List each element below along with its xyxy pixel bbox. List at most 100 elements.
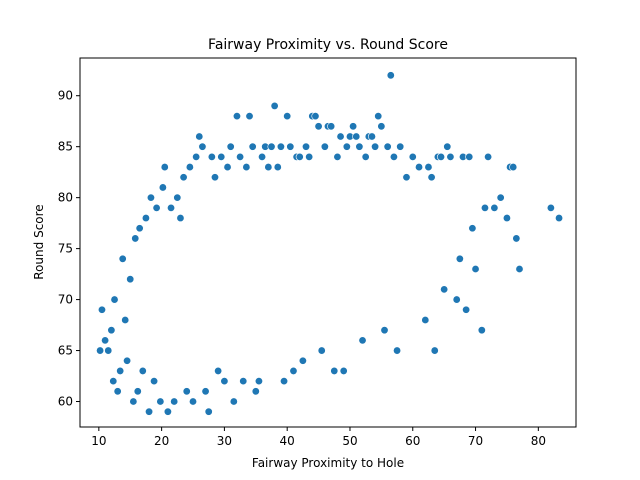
scatter-point — [283, 112, 292, 121]
scatter-point — [210, 173, 219, 182]
scatter-point — [214, 366, 223, 375]
scatter-point — [484, 152, 493, 161]
scatter-point — [170, 397, 179, 406]
scatter-point — [465, 152, 474, 161]
scatter-point — [477, 326, 486, 335]
scatter-point — [295, 152, 304, 161]
scatter-point — [152, 203, 161, 212]
scatter-point — [367, 132, 376, 141]
scatter-point — [138, 366, 147, 375]
scatter-point — [236, 152, 245, 161]
y-axis-ticks: 60 65 70 75 80 85 90 — [58, 89, 80, 409]
scatter-point — [121, 315, 130, 324]
scatter-point — [437, 152, 446, 161]
scatter-point — [198, 142, 207, 151]
scatter-point — [185, 163, 194, 172]
scatter-point — [377, 122, 386, 131]
scatter-point — [430, 346, 439, 355]
scatter-point — [393, 346, 402, 355]
scatter-point — [220, 377, 229, 386]
x-tick-label: 40 — [280, 434, 295, 448]
scatter-point — [396, 142, 405, 151]
scatter-point — [402, 173, 411, 182]
scatter-point — [298, 356, 307, 365]
scatter-point — [245, 112, 254, 121]
scatter-point — [421, 315, 430, 324]
point-layer — [96, 71, 564, 416]
x-axis-label: Fairway Proximity to Hole — [252, 456, 404, 470]
scatter-point — [254, 377, 263, 386]
scatter-point — [342, 142, 351, 151]
scatter-point — [490, 203, 499, 212]
scatter-point — [158, 183, 167, 192]
scatter-point — [97, 305, 106, 314]
scatter-point — [239, 377, 248, 386]
scatter-point — [502, 214, 511, 223]
scatter-point — [480, 203, 489, 212]
scatter-point — [207, 152, 216, 161]
y-tick-label: 75 — [58, 242, 73, 256]
scatter-point — [320, 142, 329, 151]
scatter-point — [96, 346, 105, 355]
scatter-point — [383, 142, 392, 151]
scatter-point — [339, 366, 348, 375]
scatter-point — [135, 224, 144, 233]
scatter-point — [118, 254, 127, 263]
scatter-point — [113, 387, 122, 396]
scatter-point — [242, 163, 251, 172]
scatter-point — [204, 407, 213, 416]
scatter-point — [496, 193, 505, 202]
scatter-point — [327, 122, 336, 131]
scatter-point — [455, 254, 464, 263]
scatter-point — [358, 336, 367, 345]
scatter-point — [471, 265, 480, 274]
scatter-point — [141, 214, 150, 223]
scatter-point — [352, 132, 361, 141]
scatter-point — [468, 224, 477, 233]
scatter-point — [126, 275, 135, 284]
y-tick-label: 70 — [58, 293, 73, 307]
x-tick-label: 10 — [91, 434, 106, 448]
scatter-point — [389, 152, 398, 161]
scatter-point — [408, 152, 417, 161]
scatter-point — [349, 122, 358, 131]
scatter-point — [110, 295, 119, 304]
scatter-point — [116, 366, 125, 375]
scatter-point — [195, 132, 204, 141]
scatter-point — [355, 142, 364, 151]
x-tick-label: 20 — [154, 434, 169, 448]
scatter-point — [462, 305, 471, 314]
scatter-point — [336, 132, 345, 141]
x-tick-label: 60 — [405, 434, 420, 448]
y-axis-label: Round Score — [32, 204, 46, 279]
scatter-point — [107, 326, 116, 335]
scatter-point — [163, 407, 172, 416]
scatter-point — [305, 152, 314, 161]
scatter-point — [446, 152, 455, 161]
scatter-point — [333, 152, 342, 161]
scatter-point — [440, 285, 449, 294]
scatter-point — [131, 234, 140, 243]
scatter-point — [156, 397, 165, 406]
scatter-point — [330, 366, 339, 375]
x-tick-label: 70 — [468, 434, 483, 448]
scatter-point — [424, 163, 433, 172]
scatter-point — [223, 163, 232, 172]
scatter-point — [167, 203, 176, 212]
scatter-point — [555, 214, 564, 223]
scatter-point — [109, 377, 118, 386]
scatter-point — [280, 377, 289, 386]
scatter-point — [311, 112, 320, 121]
scatter-point — [217, 152, 226, 161]
scatter-point — [286, 142, 295, 151]
scatter-point — [374, 112, 383, 121]
scatter-point — [415, 163, 424, 172]
y-tick-label: 90 — [58, 89, 73, 103]
scatter-point — [361, 152, 370, 161]
scatter-point — [317, 346, 326, 355]
scatter-point — [276, 142, 285, 151]
y-tick-label: 80 — [58, 191, 73, 205]
scatter-point — [380, 326, 389, 335]
y-tick-label: 85 — [58, 140, 73, 154]
